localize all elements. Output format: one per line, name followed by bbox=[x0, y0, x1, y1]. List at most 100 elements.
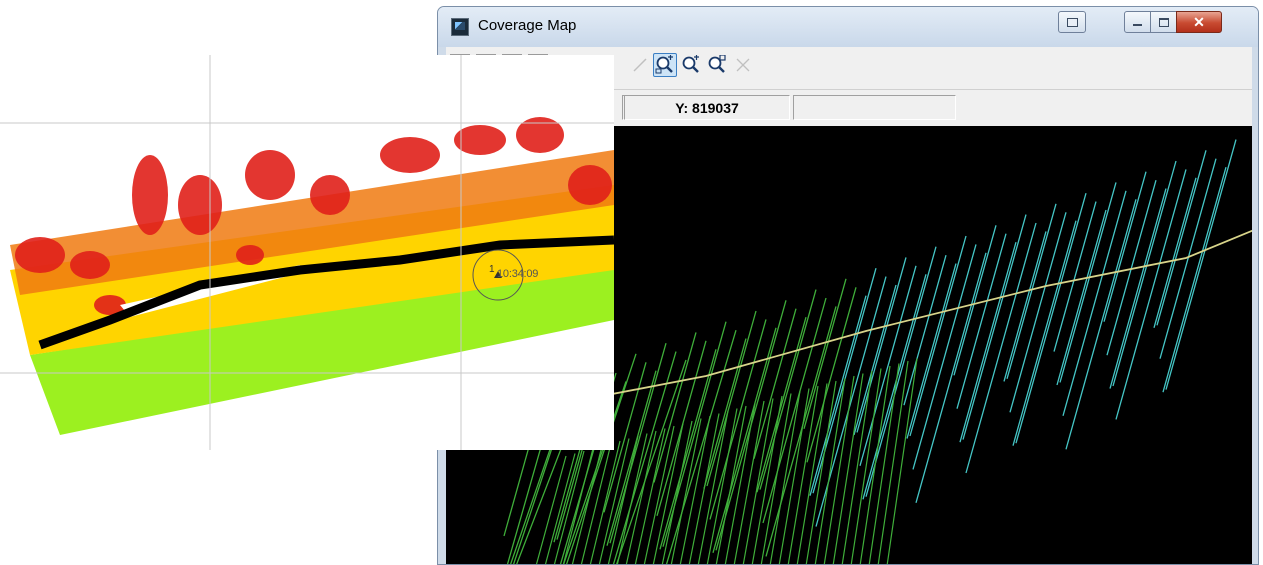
tree-points bbox=[568, 165, 612, 205]
survey-line bbox=[643, 425, 675, 564]
survey-line bbox=[598, 438, 630, 564]
minimize-button[interactable] bbox=[1124, 11, 1151, 33]
survey-line bbox=[625, 430, 657, 564]
survey-line bbox=[706, 408, 738, 564]
tree-points bbox=[178, 175, 222, 235]
close-icon: ✕ bbox=[1193, 13, 1205, 30]
survey-line bbox=[1006, 203, 1057, 380]
survey-line bbox=[1012, 220, 1077, 446]
survey-line bbox=[742, 398, 774, 564]
survey-line bbox=[850, 368, 882, 564]
survey-line bbox=[886, 358, 918, 564]
survey-line bbox=[959, 241, 1017, 443]
survey-line bbox=[965, 222, 1037, 474]
survey-line bbox=[703, 338, 747, 489]
survey-line bbox=[1156, 150, 1207, 326]
survey-line bbox=[823, 375, 855, 564]
marker-index-label: 1 bbox=[489, 264, 495, 275]
y-coordinate-field: Y: 819037 bbox=[624, 95, 790, 120]
position-marker-icon bbox=[494, 271, 502, 278]
ground-points bbox=[30, 265, 614, 435]
zoom-window-button[interactable] bbox=[653, 53, 677, 77]
window-title: Coverage Map bbox=[478, 17, 577, 34]
survey-line bbox=[553, 450, 585, 564]
zoom-out-icon bbox=[708, 55, 726, 73]
survey-line bbox=[652, 423, 684, 564]
survey-line bbox=[659, 349, 717, 550]
survey-line bbox=[756, 316, 807, 493]
point-cloud-view: 1 10:34:09 bbox=[0, 55, 614, 450]
survey-line bbox=[565, 353, 637, 564]
zoom-in-button[interactable] bbox=[679, 53, 703, 77]
survey-line bbox=[832, 373, 864, 564]
survey-line bbox=[1162, 166, 1227, 393]
zoom-in-icon bbox=[682, 55, 699, 73]
survey-line bbox=[796, 383, 828, 564]
survey-line bbox=[751, 395, 783, 564]
survey-line bbox=[1059, 182, 1117, 383]
survey-line bbox=[841, 370, 873, 564]
tree-points bbox=[132, 155, 168, 235]
survey-line bbox=[759, 289, 817, 490]
marker-time-label: 10:34:09 bbox=[497, 268, 539, 280]
survey-line bbox=[803, 278, 847, 430]
coverage-map-app-icon bbox=[451, 18, 469, 36]
close-button[interactable]: ✕ bbox=[1176, 11, 1222, 33]
survey-line bbox=[562, 448, 594, 564]
road-edge-points bbox=[38, 235, 614, 350]
survey-line bbox=[733, 400, 765, 564]
survey-line bbox=[580, 443, 612, 564]
survey-line bbox=[1065, 199, 1137, 450]
tree-points bbox=[516, 117, 564, 153]
survey-line bbox=[712, 327, 777, 554]
tree-points bbox=[380, 137, 440, 173]
survey-line bbox=[1109, 188, 1167, 389]
survey-line bbox=[688, 413, 720, 564]
survey-line bbox=[679, 415, 711, 564]
survey-line bbox=[859, 365, 891, 564]
survey-line bbox=[877, 360, 909, 564]
survey-line bbox=[1053, 201, 1097, 352]
survey-line bbox=[571, 445, 603, 564]
survey-line bbox=[787, 385, 819, 564]
title-bar[interactable]: Coverage Map ✕ bbox=[438, 7, 1258, 47]
survey-line bbox=[1106, 179, 1157, 356]
survey-line bbox=[753, 308, 797, 459]
zoom-extents-button[interactable] bbox=[731, 53, 755, 77]
survey-line bbox=[589, 440, 621, 564]
survey-line bbox=[1159, 158, 1217, 359]
survey-line bbox=[634, 428, 666, 564]
minimize-icon bbox=[1133, 24, 1142, 26]
survey-line bbox=[535, 455, 567, 564]
survey-line bbox=[865, 246, 937, 497]
restore-tile-button[interactable] bbox=[1058, 11, 1086, 33]
maximize-icon bbox=[1158, 17, 1169, 27]
maximize-button[interactable] bbox=[1150, 11, 1177, 33]
survey-line bbox=[706, 310, 757, 487]
survey-line bbox=[1015, 192, 1087, 444]
survey-line bbox=[760, 393, 792, 564]
zoom-extents-icon bbox=[736, 58, 750, 72]
survey-line bbox=[1165, 139, 1237, 390]
survey-line bbox=[814, 378, 846, 564]
survey-line bbox=[653, 332, 697, 483]
tree-points bbox=[15, 237, 65, 273]
survey-line bbox=[603, 362, 647, 513]
survey-line bbox=[856, 257, 907, 433]
survey-line bbox=[606, 370, 657, 546]
survey-line bbox=[697, 410, 729, 564]
point-cloud-scan bbox=[0, 55, 614, 450]
status-extra-field bbox=[793, 95, 956, 120]
survey-line bbox=[1009, 212, 1067, 413]
pan-button[interactable] bbox=[628, 53, 652, 77]
vehicle-trajectory-line bbox=[446, 229, 1252, 427]
survey-line bbox=[859, 265, 917, 467]
position-marker-circle bbox=[472, 249, 524, 301]
survey-line bbox=[724, 403, 756, 564]
tree-points bbox=[94, 295, 126, 315]
zoom-out-button[interactable] bbox=[705, 53, 729, 77]
survey-line bbox=[765, 306, 837, 557]
survey-line bbox=[607, 435, 639, 564]
survey-line bbox=[1103, 171, 1147, 322]
tree-points bbox=[454, 125, 506, 155]
